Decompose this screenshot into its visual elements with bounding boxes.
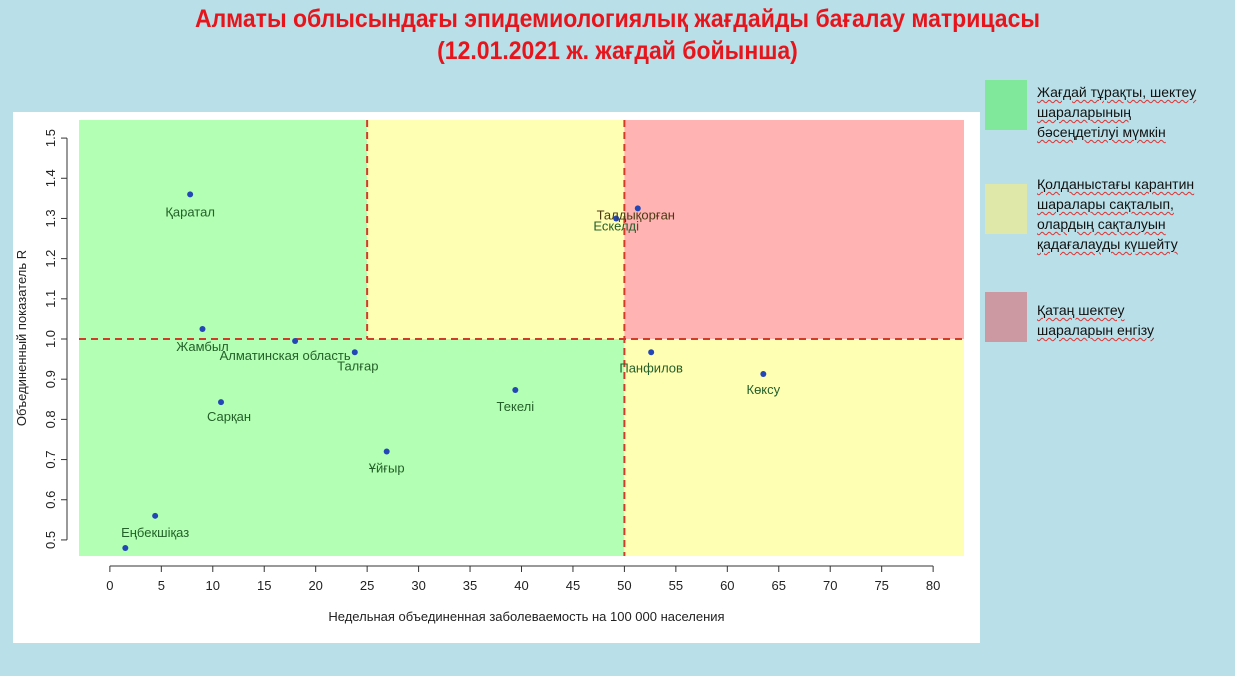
point-label: Сарқан — [207, 409, 251, 424]
zone-4 — [624, 339, 964, 556]
y-tick-label: 1.0 — [43, 330, 58, 348]
y-tick-label: 0.6 — [43, 491, 58, 509]
x-tick-label: 60 — [720, 578, 734, 593]
legend-stable-line-3: бәсеңдетілуі мүмкін — [1037, 124, 1166, 140]
point-label: Көксу — [747, 382, 781, 397]
zone-1 — [367, 120, 625, 340]
point-label: Текелі — [497, 399, 535, 414]
legend-swatch-green — [985, 80, 1027, 130]
point-label: Талдықорған — [597, 207, 675, 222]
y-tick-label: 1.5 — [43, 129, 58, 147]
y-tick-label: 1.1 — [43, 290, 58, 308]
legend-strict-line-2: шараларын енгізу — [1037, 322, 1155, 338]
x-tick-label: 5 — [158, 578, 165, 593]
chart-subtitle: (12.01.2021 ж. жағдай бойынша) — [437, 37, 798, 65]
data-point — [218, 399, 225, 406]
x-tick-label: 80 — [926, 578, 940, 593]
x-tick-label: 40 — [514, 578, 528, 593]
legend-maintain-line-2: шаралары сақталып, — [1037, 196, 1174, 212]
data-point — [648, 349, 655, 356]
y-tick-label: 0.9 — [43, 370, 58, 388]
data-point — [152, 512, 159, 519]
legend-stable-line-1: Жағдай тұрақты, шектеу — [1037, 84, 1197, 100]
point-label: Ескелді — [593, 218, 639, 233]
legend-stable-line-2: шараларының — [1037, 104, 1131, 120]
y-tick-label: 1.2 — [43, 250, 58, 268]
point-label: Жамбыл — [176, 339, 229, 354]
point-label: Панфилов — [619, 360, 683, 375]
x-tick-label: 35 — [463, 578, 477, 593]
data-point — [760, 370, 767, 377]
legend-maintain-line-4: қадағалауды күшейту — [1037, 236, 1178, 252]
y-tick-label: 1.4 — [43, 169, 58, 187]
x-tick-label: 30 — [411, 578, 425, 593]
x-tick-label: 20 — [308, 578, 322, 593]
data-point — [292, 338, 299, 345]
chart-title: Алматы облысындағы эпидемиологиялық жағд… — [194, 5, 1041, 33]
data-point — [512, 387, 519, 394]
zone-3 — [79, 339, 625, 556]
data-point — [122, 544, 129, 551]
legend-maintain-line-1: Қолданыстағы карантин — [1037, 176, 1195, 192]
x-tick-label: 65 — [772, 578, 786, 593]
data-point — [351, 349, 358, 356]
zone-2 — [624, 120, 964, 340]
x-tick-label: 50 — [617, 578, 631, 593]
x-tick-label: 15 — [257, 578, 271, 593]
y-tick-label: 0.8 — [43, 410, 58, 428]
x-tick-label: 25 — [360, 578, 374, 593]
legend-strict-line-1: Қатаң шектеу — [1037, 302, 1125, 318]
legend-swatch-yellow — [985, 184, 1027, 234]
data-point — [383, 448, 390, 455]
point-label: Қаратал — [165, 204, 215, 219]
data-point — [187, 191, 194, 198]
point-label: Талғар — [337, 358, 378, 373]
y-tick-label: 0.7 — [43, 451, 58, 469]
x-tick-label: 55 — [669, 578, 683, 593]
x-axis-label: Недельная объединенная заболеваемость на… — [328, 609, 724, 624]
legend-maintain-line-3: олардың сақталуын — [1037, 216, 1166, 232]
x-tick-label: 45 — [566, 578, 580, 593]
point-label: Ұйғыр — [369, 461, 405, 476]
point-label: Алматинская область — [220, 348, 351, 363]
y-tick-label: 1.3 — [43, 209, 58, 227]
data-point — [634, 205, 641, 212]
data-point — [199, 325, 206, 332]
legend-swatch-red — [985, 292, 1027, 342]
x-tick-label: 10 — [206, 578, 220, 593]
data-point — [613, 215, 620, 222]
point-label: Еңбекшіқаз — [121, 525, 189, 540]
y-axis-label: Объединенный показатель R — [14, 250, 29, 426]
x-tick-label: 75 — [874, 578, 888, 593]
zone-0 — [79, 120, 368, 340]
y-tick-label: 0.5 — [43, 531, 58, 549]
x-tick-label: 0 — [106, 578, 113, 593]
x-tick-label: 70 — [823, 578, 837, 593]
